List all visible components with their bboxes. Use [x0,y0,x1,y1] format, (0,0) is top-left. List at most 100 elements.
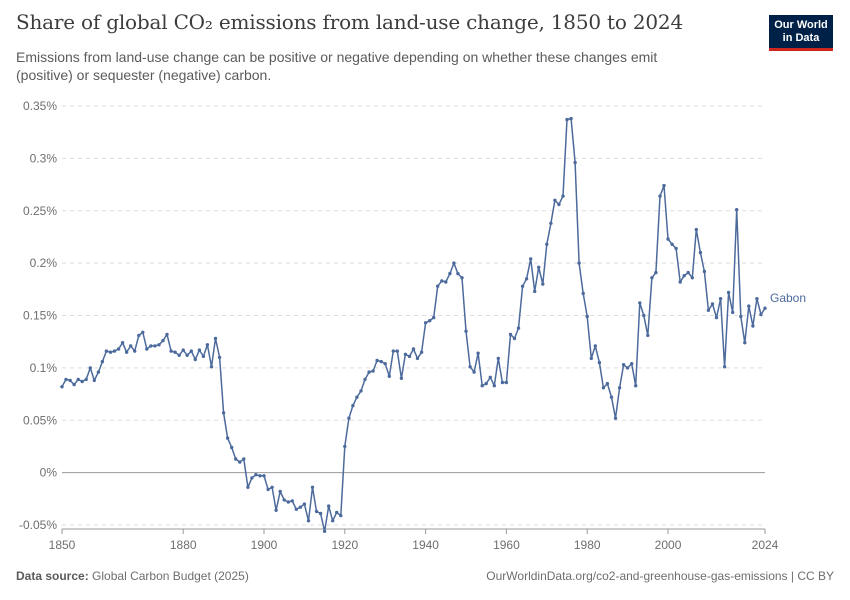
data-point [508,332,513,337]
source-value[interactable]: Global Carbon Budget (2025) [92,569,249,583]
data-point [710,302,715,306]
data-point [371,369,375,373]
x-tick-label: 1920 [331,538,358,552]
data-point [165,332,169,337]
series-line-gabon [61,117,766,533]
data-point [650,276,654,280]
data-point [533,289,537,294]
data-point [201,354,206,359]
data-point [472,370,476,374]
data-point [234,457,238,461]
x-tick-label: 1940 [412,538,439,552]
data-point [722,365,727,369]
data-point [444,280,448,284]
data-point [213,336,218,341]
data-point [763,306,767,310]
data-point [129,344,133,348]
data-point [403,352,408,356]
data-point [714,315,719,320]
data-point [108,350,113,354]
data-point [282,498,286,502]
y-tick-label: 0.15% [23,309,57,323]
data-point [335,510,339,515]
data-point [573,160,577,165]
data-point [84,377,88,382]
data-point [124,350,129,354]
data-point [145,347,149,351]
logo-line-2: in Data [782,32,820,44]
series-label-gabon: Gabon [770,291,806,305]
data-point [92,378,97,383]
data-point [549,221,553,225]
data-point [569,116,573,121]
data-point [302,502,307,506]
data-point [375,358,379,363]
data-point [343,444,347,449]
data-point [759,312,763,317]
data-point [726,290,731,295]
data-point [658,194,662,198]
data-point [327,504,331,508]
data-point [718,297,723,301]
source-label: Data source: [16,569,89,583]
data-point [359,389,363,393]
data-point [274,508,278,512]
data-point [181,348,185,352]
data-point [205,343,210,347]
data-point [464,329,468,333]
data-point [310,485,315,489]
data-point [120,341,125,345]
data-point [72,382,76,387]
data-point [153,344,157,348]
data-point [476,351,480,355]
data-point [496,356,500,361]
data-point [278,489,282,494]
data-point [185,353,189,357]
data-point [630,362,634,366]
data-point [621,363,626,367]
data-point [589,356,593,361]
owid-logo[interactable]: Our World in Data [769,15,833,51]
data-point [751,324,755,328]
x-tick-label: 2000 [655,538,682,552]
data-point [545,242,549,246]
data-point [468,365,472,369]
url-license[interactable]: OurWorldinData.org/co2-and-greenhouse-ga… [486,569,834,583]
data-point [654,270,658,275]
data-point [217,355,222,360]
y-tick-label: 0.3% [30,151,58,165]
data-point [488,375,492,379]
x-axis: 1850 1880 1900 1920 1940 1960 1980 2000 2024 [49,528,779,552]
data-point [112,349,117,353]
data-point [258,474,262,478]
data-point [415,356,420,361]
data-point [646,333,650,338]
data-point [484,381,488,386]
data-point [743,341,747,345]
data-point [432,315,436,320]
data-point [363,377,367,382]
data-point [686,270,690,275]
data-point [516,326,521,330]
data-point [448,271,452,276]
y-tick-label: 0.1% [30,361,58,375]
data-point [597,360,602,365]
data-point [379,359,383,364]
data-point [553,198,557,202]
data-point [666,237,670,241]
data-point [702,269,707,274]
data-point [605,381,610,386]
chart-subtitle: Emissions from land-use change can be po… [16,49,658,83]
gridlines [62,105,765,526]
data-point [662,183,666,188]
x-tick-label: 1850 [49,538,76,552]
data-point [617,386,622,390]
data-point [500,380,505,385]
data-point [157,343,161,347]
data-point [755,297,759,301]
data-point [318,511,323,516]
data-point [407,354,412,359]
data-point [492,384,496,388]
y-axis: -0.05% 0% 0.05% 0.1% 0.15% 0.2% 0.25% 0.3% 0.35% [19,99,57,532]
